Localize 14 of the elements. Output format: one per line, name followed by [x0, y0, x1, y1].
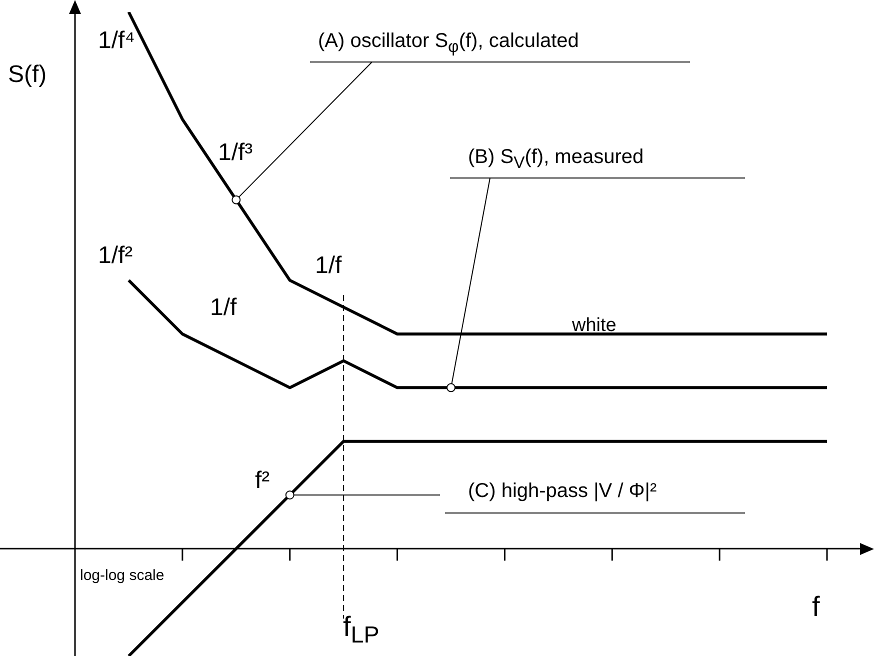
annotation: (C) high-pass |V / Φ|² — [468, 480, 657, 502]
annotation: f² — [255, 467, 270, 494]
annotation: 1/f³ — [218, 139, 253, 166]
annotation: (A) oscillator S$_{φ}$(f), calculated — [318, 30, 579, 56]
annotation: white — [572, 315, 616, 337]
annotation: 1/f² — [98, 242, 133, 270]
y-axis-title: S(f) — [8, 61, 47, 88]
annotation: (B) S$_{V}$(f), measured — [468, 146, 644, 172]
annotation: f$_{LP}$ — [343, 611, 380, 648]
x-axis-title: f — [812, 591, 820, 623]
annotation: log-log scale — [80, 567, 164, 584]
annotation: 1/f — [315, 252, 342, 280]
annotation: 1/f⁴ — [98, 27, 135, 54]
annotation: 1/f — [210, 294, 237, 322]
